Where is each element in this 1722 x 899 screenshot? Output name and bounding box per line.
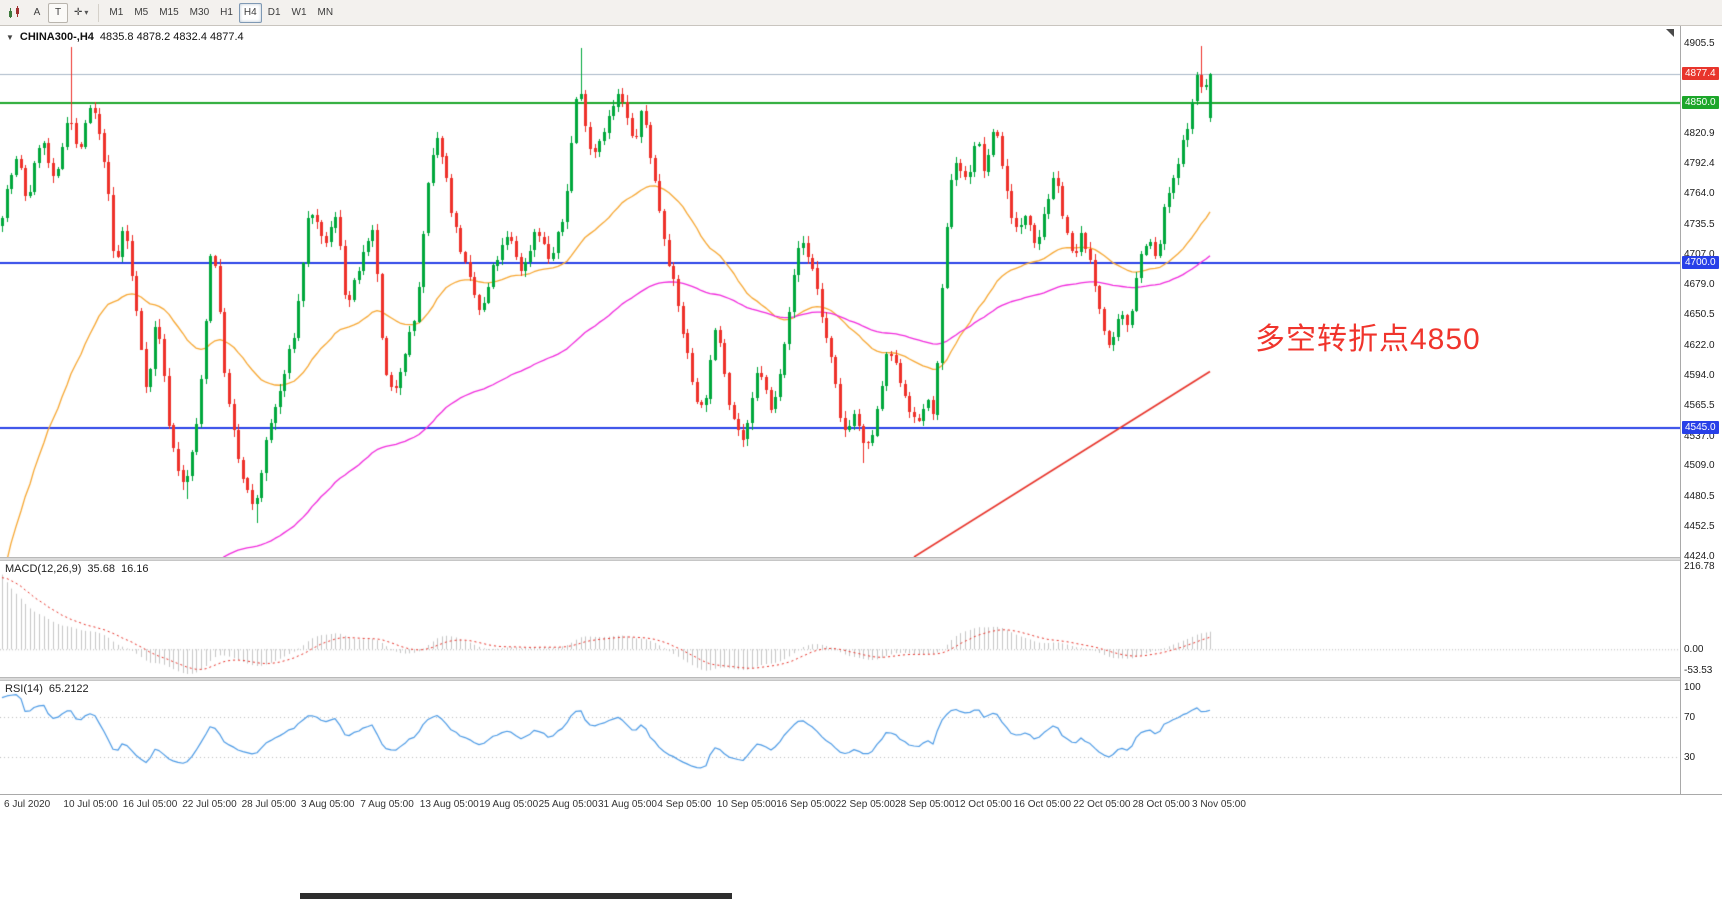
timeframe-d1-button[interactable]: D1 (267, 7, 281, 18)
price-axis-badge: 4877.4 (1682, 66, 1719, 80)
price-axis-label: 4565.5 (1684, 400, 1715, 412)
chart-icon[interactable] (3, 3, 26, 23)
time-axis-label: 16 Jul 05:00 (122, 799, 178, 810)
timeframe-m1-button[interactable]: M1 (109, 7, 124, 18)
time-axis-label: 3 Aug 05:00 (301, 799, 355, 810)
time-axis-label: 19 Aug 05:00 (479, 799, 539, 810)
chart-annotation-text[interactable]: 多空转折点4850 (1255, 323, 1481, 356)
price-axis-label: 4905.5 (1684, 37, 1715, 49)
crosshair-icon: ✛ (74, 7, 83, 18)
chevron-down-icon: ▼ (6, 32, 14, 42)
macd-axis-label: 216.78 (1684, 561, 1715, 573)
price-axis-label: 4452.5 (1684, 520, 1715, 532)
price-chart-canvas[interactable] (0, 26, 1680, 557)
price-axis-label: 4424.0 (1684, 551, 1715, 562)
price-axis-label: 4622.0 (1684, 339, 1715, 351)
macd-panel-canvas[interactable] (0, 561, 1680, 677)
chart-symbol-title: CHINA300-,H4 (19, 31, 94, 43)
price-axis-label: 4509.0 (1684, 460, 1715, 472)
price-axis-label: 4764.0 (1684, 188, 1715, 200)
timeframe-buttons: M1 M5 M15 M30 H1 H4 D1 W1 MN (104, 2, 338, 23)
price-axis-label: 4650.5 (1684, 309, 1715, 321)
time-axis-label: 4 Sep 05:00 (657, 799, 712, 810)
time-axis-label: 28 Jul 05:00 (241, 799, 297, 810)
taskbar-sliver (300, 893, 732, 899)
time-axis-label: 16 Oct 05:00 (1013, 799, 1072, 810)
time-axis-label: 16 Sep 05:00 (776, 799, 836, 810)
candlestick-glyph (9, 6, 19, 18)
time-axis-label: 10 Jul 05:00 (63, 799, 118, 810)
chart-ohlc-values: 4835.8 4878.2 4832.4 4877.4 (99, 31, 244, 43)
macd-value-main: 35.68 (87, 563, 115, 575)
time-axis-label: 13 Aug 05:00 (419, 799, 479, 810)
rsi-label: RSI(14) (5, 683, 43, 695)
price-axis[interactable]: 4905.5 4820.9 4792.4 4764.0 4735.5 4707.0 4679… (1681, 26, 1722, 814)
time-axis-label: 6 Jul 2020 (4, 799, 51, 810)
timeframe-m15-button[interactable]: M15 (159, 7, 179, 18)
rsi-axis-label: 70 (1684, 712, 1696, 723)
timeframe-m30-button[interactable]: M30 (189, 7, 210, 18)
price-axis-badge: 4545.0 (1682, 420, 1719, 434)
timeframe-h4-button[interactable]: H4 (238, 2, 262, 23)
timeframe-h1-button[interactable]: H1 (220, 7, 233, 18)
macd-axis-label: -53.53 (1684, 664, 1713, 676)
time-axis-label: 25 Aug 05:00 (538, 799, 598, 810)
price-axis-badge: 4850.0 (1682, 95, 1719, 109)
rsi-header: RSI(14) 65.2122 (5, 683, 89, 695)
rsi-axis-label: 30 (1684, 752, 1696, 763)
price-axis-label: 4820.9 (1684, 127, 1715, 139)
price-axis-badge: 4700.0 (1682, 255, 1719, 269)
macd-header: MACD(12,26,9) 35.68 16.16 (5, 563, 148, 575)
timeframe-m5-button[interactable]: M5 (134, 7, 149, 18)
rsi-panel-canvas[interactable] (0, 681, 1680, 794)
time-axis-label: 22 Oct 05:00 (1073, 799, 1131, 810)
macd-label: MACD(12,26,9) (5, 563, 82, 575)
toolbar-separator (98, 3, 100, 22)
time-axis-label: 31 Aug 05:00 (598, 799, 657, 810)
timeframe-w1-button[interactable]: W1 (291, 7, 307, 18)
price-axis-label: 4792.4 (1684, 158, 1715, 170)
time-axis-label: 22 Jul 05:00 (182, 799, 237, 810)
time-axis-label: 28 Sep 05:00 (895, 799, 955, 810)
panel-divider[interactable] (0, 557, 1722, 561)
panel-divider[interactable] (0, 677, 1722, 681)
chart-shift-marker[interactable] (1666, 29, 1674, 37)
price-axis-label: 4735.5 (1684, 218, 1715, 230)
tool-a-button[interactable]: A (33, 7, 41, 18)
price-axis-label: 4707.0 (1684, 249, 1715, 261)
price-axis-label: 4594.0 (1684, 369, 1715, 381)
rsi-axis-label: 100 (1684, 682, 1701, 693)
tool-t-button[interactable]: T (48, 2, 68, 23)
time-axis-label: 7 Aug 05:00 (360, 799, 414, 810)
macd-axis-label: 0.00 (1684, 644, 1704, 656)
time-axis-label: 28 Oct 05:00 (1132, 799, 1190, 810)
toolbar: A T ✛ ▾ M1 M5 M15 M30 H1 H4 D1 W1 MN (0, 0, 1722, 26)
price-axis-label: 4679.0 (1684, 279, 1715, 291)
rsi-value: 65.2122 (48, 683, 89, 695)
macd-value-signal: 16.16 (120, 563, 149, 575)
price-axis-border (1680, 26, 1681, 814)
price-axis-label: 4537.0 (1684, 430, 1715, 442)
chevron-down-icon: ▾ (84, 8, 89, 17)
time-axis-label: 22 Sep 05:00 (835, 799, 896, 810)
chart-header: ▼ CHINA300-,H4 4835.8 4878.2 4832.4 4877… (6, 31, 244, 43)
timeframe-mn-button[interactable]: MN (317, 7, 334, 18)
time-axis-label: 10 Sep 05:00 (716, 799, 777, 810)
crosshair-tool-button[interactable]: ✛ ▾ (69, 3, 93, 23)
time-axis[interactable]: 6 Jul 2020 10 Jul 05:00 16 Jul 05:00 22 Jul… (0, 794, 1722, 815)
time-axis-label: 3 Nov 05:00 (1192, 799, 1246, 810)
price-axis-label: 4480.5 (1684, 490, 1715, 502)
time-axis-label: 12 Oct 05:00 (954, 799, 1012, 810)
